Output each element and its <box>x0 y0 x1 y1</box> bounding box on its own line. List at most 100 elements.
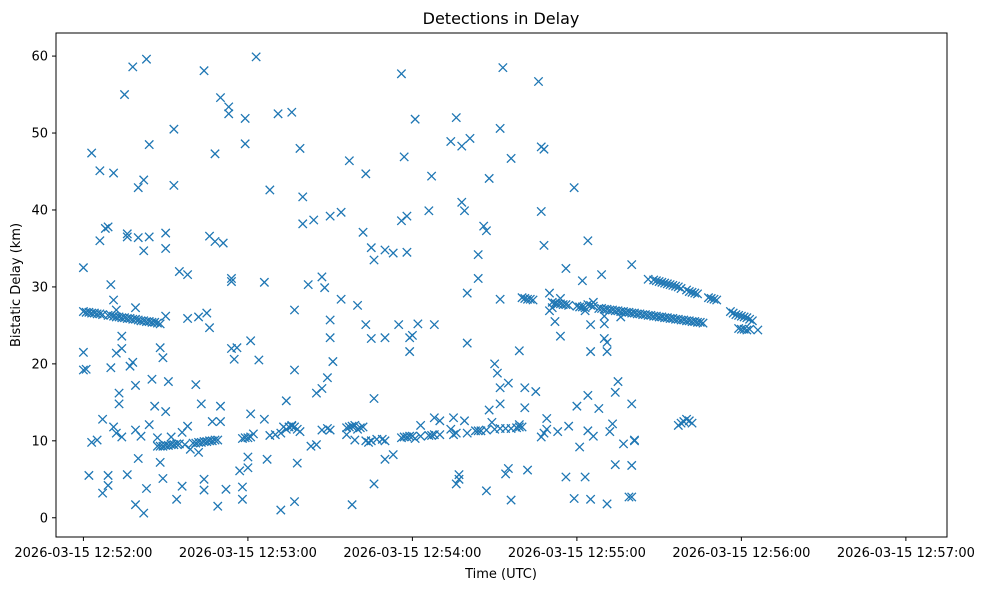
scatter-point <box>753 325 763 335</box>
x-axis: 2026-03-15 12:52:00 2026-03-15 12:53:00 20… <box>14 537 975 561</box>
scatter-point <box>676 418 686 428</box>
scatter-point <box>245 336 256 346</box>
scatter-point <box>692 289 703 299</box>
scatter-point <box>627 399 637 409</box>
scatter-point <box>517 293 527 303</box>
scatter-point <box>122 470 132 480</box>
scatter-point <box>130 380 141 391</box>
scatter-point <box>171 439 182 449</box>
scatter-point <box>207 416 217 427</box>
scatter-point <box>629 435 640 445</box>
scatter-point <box>542 424 552 434</box>
scatter-point <box>139 508 149 518</box>
scatter-point <box>599 333 609 344</box>
scatter-point <box>695 317 705 327</box>
scatter-point <box>328 356 338 367</box>
scatter-point <box>322 423 333 434</box>
scatter-point <box>659 278 670 288</box>
scatter-point <box>569 493 579 504</box>
scatter-point <box>106 279 116 290</box>
scatter-point <box>402 247 412 257</box>
scatter-point <box>561 263 571 274</box>
scatter-point <box>657 277 667 287</box>
scatter-point <box>287 107 297 117</box>
x-tick-label: 2026-03-15 12:52:00 <box>14 546 152 561</box>
scatter-point <box>161 311 171 321</box>
scatter-point <box>262 454 272 464</box>
scatter-point <box>97 488 108 498</box>
scatter-point <box>536 432 546 442</box>
scatter-point <box>495 399 505 409</box>
y-tick-label: 10 <box>31 434 48 449</box>
scatter-point <box>298 219 308 229</box>
scatter-point <box>237 494 248 504</box>
scatter-point <box>747 316 758 326</box>
scatter-point <box>569 183 579 193</box>
scatter-point <box>218 238 228 248</box>
scatter-point <box>503 378 514 388</box>
scatter-point <box>451 112 461 123</box>
scatter-point <box>687 287 697 297</box>
scatter-point <box>454 470 464 480</box>
scatter-point <box>599 319 609 329</box>
scatter-point <box>402 211 412 221</box>
scatter-point <box>429 413 439 423</box>
scatter-point <box>377 434 387 444</box>
scatter-point <box>522 465 533 475</box>
scatter-point <box>152 441 163 451</box>
scatter-point <box>426 171 437 181</box>
scatter-point <box>648 275 659 285</box>
scatter-point <box>224 109 234 119</box>
scatter-point <box>410 114 420 124</box>
scatter-point <box>347 500 357 510</box>
scatter-point <box>481 486 492 496</box>
scatter-point <box>481 226 492 236</box>
scatter-point <box>399 152 409 162</box>
scatter-point <box>654 276 664 287</box>
scatter-point <box>317 425 327 435</box>
x-tick-label: 2026-03-15 12:57:00 <box>837 546 975 561</box>
scatter-point <box>366 436 376 446</box>
scatter-point <box>712 295 722 305</box>
scatter-point <box>130 314 141 324</box>
scatter-point <box>81 364 91 374</box>
scatter-point <box>117 343 127 354</box>
scatter-point <box>141 54 152 64</box>
scatter-point <box>457 141 467 151</box>
scatter-point <box>158 473 168 484</box>
scatter-point <box>243 463 253 473</box>
scatter-point <box>111 428 121 438</box>
scatter-point <box>473 273 483 284</box>
scatter-point <box>289 365 300 375</box>
scatter-point <box>139 246 149 256</box>
scatter-point <box>248 429 259 439</box>
scatter-point <box>232 343 242 353</box>
scatter-point <box>161 228 171 238</box>
scatter-point <box>341 430 352 440</box>
scatter-point <box>210 435 220 445</box>
scatter-point <box>503 463 514 474</box>
y-tick-label: 60 <box>31 50 48 65</box>
scatter-point <box>117 331 127 341</box>
scatter-point <box>506 495 516 505</box>
y-tick-label: 50 <box>31 127 48 142</box>
scatter-point <box>309 215 319 225</box>
y-tick-label: 20 <box>31 357 48 372</box>
scatter-point <box>380 245 390 255</box>
scatter-point <box>410 433 420 444</box>
scatter-point <box>742 313 752 323</box>
scatter-point <box>245 409 256 419</box>
scatter-point <box>473 249 483 260</box>
scatter-point <box>454 474 464 484</box>
scatter-point <box>380 436 390 446</box>
scatter-point <box>193 447 204 458</box>
scatter-point <box>580 472 590 482</box>
scatter-point <box>536 206 546 217</box>
scatter-point <box>528 295 538 305</box>
y-tick-label: 30 <box>31 280 48 295</box>
scatter-point <box>585 346 596 357</box>
scatter-point <box>369 393 379 404</box>
scatter-point <box>163 376 174 387</box>
scatter-point <box>462 338 472 348</box>
scatter-point <box>182 313 193 324</box>
